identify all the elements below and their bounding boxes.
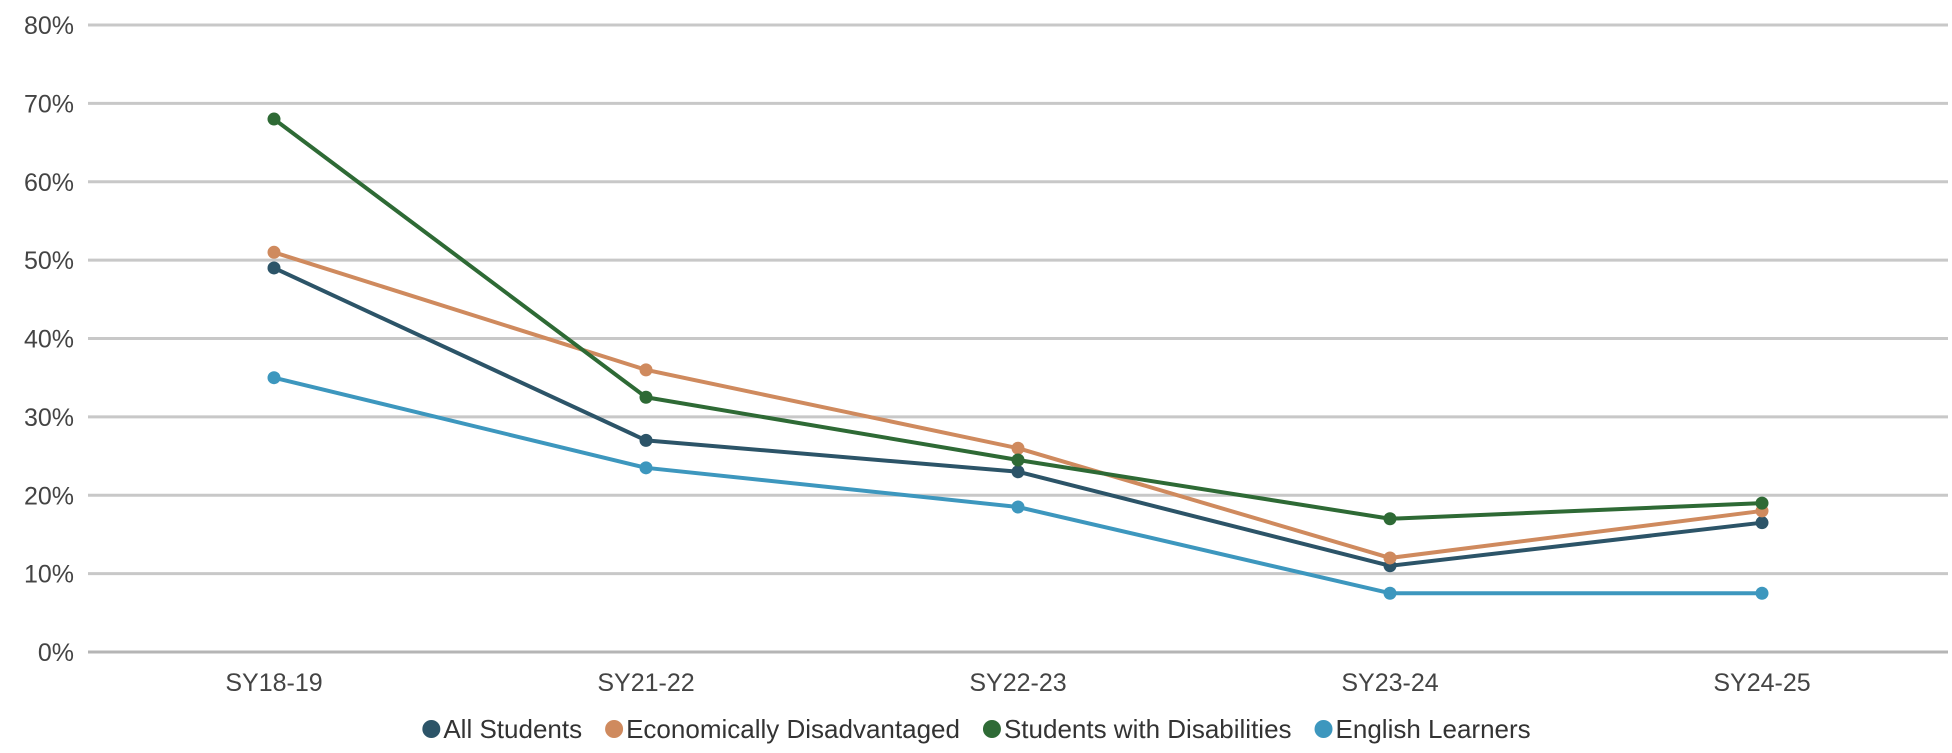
data-point (1755, 496, 1769, 510)
legend-item: Economically Disadvantaged (605, 714, 960, 744)
data-point (1011, 465, 1025, 479)
y-tick-label: 10% (24, 561, 74, 589)
legend-label: English Learners (1336, 714, 1531, 744)
legend: All Students Economically Disadvantaged St… (422, 714, 1531, 744)
series-line (272, 375, 1764, 596)
gridlines (88, 23, 1948, 654)
legend-label: Students with Disabilities (1004, 714, 1292, 744)
x-tick-label: SY21-22 (597, 669, 694, 697)
data-point (1383, 512, 1397, 526)
legend-label: Economically Disadvantaged (626, 714, 960, 744)
legend-marker (982, 720, 1001, 738)
data-point (639, 461, 653, 475)
data-point (1011, 441, 1025, 455)
y-tick-label: 60% (24, 169, 74, 197)
data-point (267, 245, 281, 259)
data-point (639, 433, 653, 447)
y-tick-label: 70% (24, 90, 74, 118)
y-axis: 0% 10% 20% 30% 40% 50% 60% 70% 80% (24, 12, 74, 667)
data-point (1383, 586, 1397, 600)
y-tick-label: 30% (24, 404, 74, 432)
legend-item: English Learners (1314, 714, 1531, 744)
y-tick-label: 80% (24, 12, 74, 40)
legend-item: Students with Disabilities (982, 714, 1292, 744)
y-tick-label: 50% (24, 247, 74, 275)
series-lines (267, 112, 1769, 600)
data-point (1011, 453, 1025, 467)
data-point (267, 371, 281, 385)
data-point (267, 261, 281, 275)
legend-label: All Students (443, 714, 582, 744)
data-point (1755, 586, 1769, 600)
legend-marker (605, 720, 624, 738)
legend-marker (1314, 720, 1333, 738)
y-tick-label: 20% (24, 482, 74, 510)
x-tick-label: SY24-25 (1713, 669, 1810, 697)
x-axis: SY18-19 SY21-22 SY22-23 SY23-24 SY24-25 (225, 669, 1810, 697)
data-point (639, 390, 653, 404)
legend-item: All Students (422, 714, 582, 744)
x-tick-label: SY22-23 (969, 669, 1066, 697)
data-point (1011, 500, 1025, 514)
y-tick-label: 0% (38, 639, 74, 667)
data-point (1755, 516, 1769, 530)
data-point (639, 363, 653, 377)
legend-marker (422, 720, 441, 738)
x-tick-label: SY18-19 (225, 669, 322, 697)
y-tick-label: 40% (24, 326, 74, 354)
data-point (267, 112, 281, 126)
data-point (1383, 551, 1397, 565)
x-tick-label: SY23-24 (1341, 669, 1438, 697)
